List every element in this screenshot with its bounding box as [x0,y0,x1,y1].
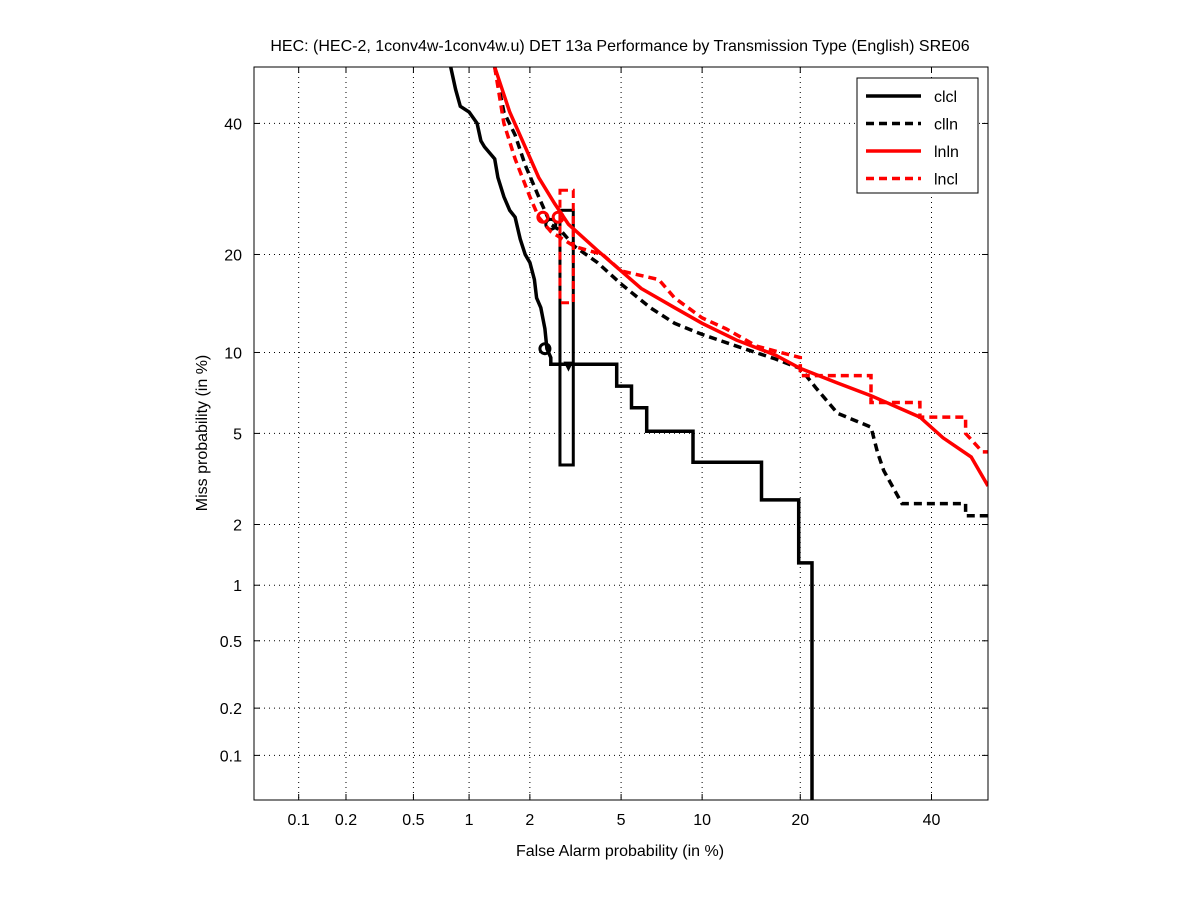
x-tick-label: 2 [525,812,534,829]
y-axis-label: Miss probability (in %) [194,355,211,511]
x-tick-label: 20 [791,812,809,829]
x-axis-label: False Alarm probability (in %) [516,843,724,860]
series-line-lnln [493,67,988,487]
grid [254,67,988,800]
legend: clcl clln lnln lncl [856,77,979,194]
x-tick-label: 10 [693,812,711,829]
legend-label-lnln: lnln [934,144,959,161]
y-tick-label: 0.2 [220,701,242,718]
x-tick-label: 0.5 [402,812,424,829]
series-line-lncl [492,67,988,454]
legend-label-lncl: lncl [934,172,958,189]
y-tick-label: 0.1 [220,748,242,765]
y-tick-label: 1 [233,578,242,595]
chart-title: HEC: (HEC-2, 1conv4w-1conv4w.u) DET 13a … [270,38,969,55]
confidence-box-lncl [558,188,575,305]
ticks: 0.1 0.2 0.5 1 2 5 10 20 40 0.1 0.2 0.5 1 2 5 10 20 40 [220,67,988,829]
y-tick-label: 10 [224,345,242,362]
min-dcf-marker-lnln [551,210,565,224]
series-line-clcl [448,67,814,800]
series-group [448,67,988,800]
y-tick-label: 2 [233,517,242,534]
min-dcf-marker-clcl [538,342,552,356]
x-tick-label: 0.1 [288,812,310,829]
confidence-box-clcl [558,208,575,467]
legend-label-clcl: clcl [934,89,957,106]
min-dcf-marker-lncl [536,210,550,224]
y-tick-label: 20 [224,247,242,264]
act-dcf-marker-clcl [563,361,574,372]
y-tick-label: 40 [224,116,242,133]
x-tick-label: 5 [617,812,626,829]
series-line-clln [492,67,988,518]
y-tick-label: 0.5 [220,634,242,651]
legend-label-clln: clln [934,117,958,134]
x-tick-label: 1 [465,812,474,829]
x-tick-label: 0.2 [335,812,357,829]
x-tick-label: 40 [923,812,941,829]
y-tick-label: 5 [233,426,242,443]
